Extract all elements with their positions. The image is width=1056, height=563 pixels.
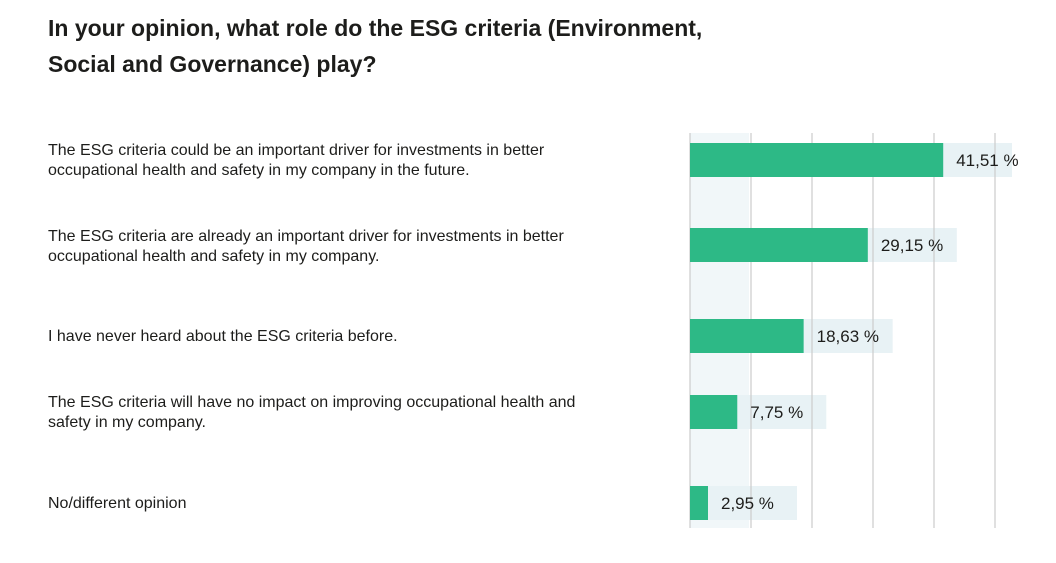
bar	[690, 486, 708, 520]
bar	[690, 395, 738, 429]
value-label: 18,63 %	[817, 327, 879, 346]
category-label: The ESG criteria will have no impact on …	[48, 394, 576, 431]
value-label: 41,51 %	[956, 151, 1018, 170]
bar	[690, 319, 804, 353]
category-label: I have never heard about the ESG criteri…	[48, 328, 398, 345]
value-label: 2,95 %	[721, 494, 774, 513]
bar	[690, 228, 868, 262]
chart-title: In your opinion, what role do the ESG cr…	[48, 15, 703, 77]
bar	[690, 143, 944, 177]
category-label: No/different opinion	[48, 495, 187, 512]
value-label: 7,75 %	[750, 403, 803, 422]
category-label: The ESG criteria are already an importan…	[48, 228, 564, 265]
category-label: The ESG criteria could be an important d…	[48, 142, 545, 179]
value-label: 29,15 %	[881, 236, 943, 255]
